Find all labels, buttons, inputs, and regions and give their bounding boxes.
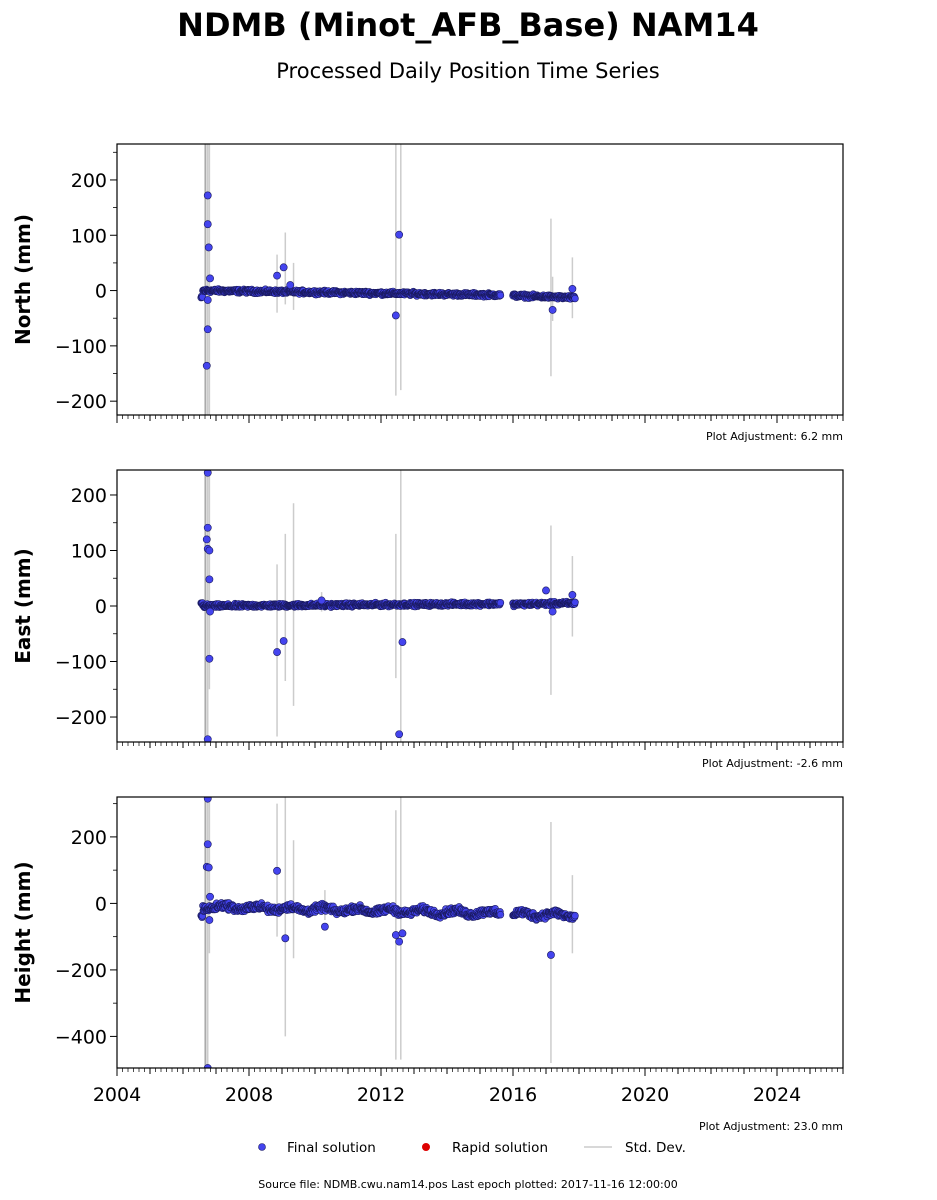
panel-frame (116, 796, 844, 1069)
data-point (203, 470, 212, 477)
y-tick-label: −100 (55, 336, 107, 358)
legend-rapid-label: Rapid solution (452, 1140, 548, 1156)
source-footer: Source file: NDMB.cwu.nam14.pos Last epo… (258, 1178, 677, 1191)
data-point (273, 866, 281, 875)
data-point (204, 863, 213, 872)
data-point (547, 951, 555, 959)
x-tick-label: 2012 (357, 1084, 405, 1106)
y-tick-label: 200 (71, 827, 107, 849)
data-point (203, 840, 212, 849)
legend: Final solution Rapid solution Std. Dev. (258, 1140, 686, 1156)
data-point (317, 596, 326, 605)
data-point (203, 325, 212, 334)
plot-adjustment: Plot Adjustment: 6.2 mm (706, 430, 843, 443)
data-point (395, 730, 404, 739)
data-point (205, 546, 214, 555)
y-tick-label: 100 (71, 225, 107, 247)
data-point (273, 648, 281, 656)
legend-rapid-marker (422, 1143, 430, 1151)
data-point (395, 937, 404, 946)
data-point (203, 735, 212, 742)
y-tick-label: 0 (95, 596, 107, 618)
y-tick-label: −200 (55, 391, 107, 413)
x-tick-label: 2024 (753, 1084, 801, 1106)
x-tick-label: 2004 (93, 1084, 141, 1106)
legend-std-label: Std. Dev. (625, 1140, 686, 1156)
data-point (202, 361, 211, 370)
data-point (571, 598, 579, 606)
data-point (496, 910, 505, 919)
data-point (548, 607, 557, 616)
y-tick-label: −100 (55, 652, 107, 674)
y-tick-label: 0 (95, 893, 107, 915)
data-point (203, 220, 212, 229)
data-point (391, 311, 400, 320)
data-point (206, 607, 214, 616)
data-point (320, 922, 329, 931)
y-tick-label: −200 (55, 707, 107, 729)
data-point (205, 916, 214, 924)
y-tick-label: 200 (71, 170, 107, 192)
data-point (542, 586, 550, 595)
legend-final-marker (258, 1143, 266, 1151)
data-point (496, 291, 505, 300)
chart-title: NDMB (Minot_AFB_Base) NAM14 (177, 6, 759, 44)
data-point (548, 306, 557, 314)
y-axis-label: North (mm) (11, 214, 35, 345)
data-point (203, 523, 212, 532)
y-tick-label: −400 (55, 1026, 107, 1048)
data-point (203, 797, 212, 803)
y-tick-label: 100 (71, 540, 107, 562)
data-point (205, 575, 214, 584)
plot-adjustment: Plot Adjustment: -2.6 mm (702, 757, 843, 770)
y-tick-label: −200 (55, 960, 107, 982)
x-tick-label: 2008 (225, 1084, 273, 1106)
y-axis-label: Height (mm) (11, 861, 35, 1003)
data-point (568, 590, 577, 599)
data-point (279, 263, 288, 272)
panels: 200 100 0 −100 −200 North (mm) Plot Adjustment… (11, 143, 844, 1133)
data-point (496, 598, 505, 607)
data-point (279, 637, 288, 645)
data-point (571, 294, 579, 303)
data-point (286, 281, 295, 289)
data-point (281, 934, 290, 943)
data-point (205, 654, 214, 663)
data-point (395, 230, 404, 239)
data-point (203, 191, 212, 200)
data-point (206, 892, 214, 901)
y-axis-label: East (mm) (11, 548, 35, 664)
data-point (206, 274, 214, 283)
y-tick-label: 200 (71, 485, 107, 507)
x-tick-label: 2016 (489, 1084, 537, 1106)
data-point (571, 911, 579, 920)
y-tick-label: 0 (95, 281, 107, 303)
data-point (273, 271, 281, 280)
plot-area (197, 797, 579, 1068)
panel-1: 200 100 0 −100 −200 East (mm) Plot Adjustment:… (11, 469, 844, 770)
data-point (202, 535, 211, 544)
data-point (204, 243, 213, 252)
panel-2: 200 0 −200 −400 2004 2008 2012 2016 2020 2024 Heig… (11, 796, 844, 1133)
plot-adjustment: Plot Adjustment: 23.0 mm (699, 1120, 843, 1133)
legend-final-label: Final solution (287, 1140, 376, 1156)
plot-area (197, 144, 579, 415)
x-tick-label: 2020 (621, 1084, 669, 1106)
panel-frame (116, 143, 844, 416)
data-point (391, 931, 400, 939)
plot-area (197, 470, 579, 742)
data-point (398, 638, 407, 646)
data-point (203, 296, 212, 304)
panel-0: 200 100 0 −100 −200 North (mm) Plot Adjustment… (11, 143, 844, 443)
data-point (203, 1064, 212, 1068)
data-point (568, 285, 577, 293)
data-point (398, 929, 407, 938)
chart-subtitle: Processed Daily Position Time Series (276, 59, 660, 83)
